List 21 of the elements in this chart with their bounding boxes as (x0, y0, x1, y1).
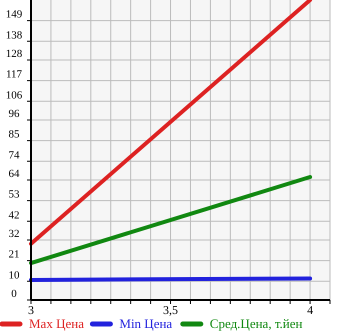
y-tick-label: 74 (8, 149, 20, 162)
y-tick-label: 21 (8, 248, 20, 261)
y-tick-label: 85 (8, 128, 20, 141)
y-tick-label: 138 (6, 29, 23, 42)
y-tick-label: 64 (8, 168, 20, 180)
y-tick-label: 0 (11, 288, 18, 300)
y-tick-label: 149 (6, 8, 23, 21)
x-tick-label: 3,5 (163, 303, 178, 317)
y-tick-label: 117 (6, 68, 23, 81)
y-tick-label: 96 (8, 108, 20, 120)
y-tick-label: 32 (8, 228, 20, 240)
y-tick-label: 53 (8, 188, 20, 201)
legend-label: Сред.Цена, т.йен (210, 316, 302, 331)
legend-label: Max Цена (29, 316, 84, 331)
y-tick-label: 42 (8, 209, 20, 222)
x-tick-label: 3 (28, 303, 34, 317)
y-tick-label: 128 (6, 48, 23, 60)
y-tick-label: 10 (8, 269, 20, 282)
y-tick-label: 106 (6, 89, 23, 102)
legend-label: Min Цена (119, 316, 172, 331)
x-tick-label: 4 (307, 303, 314, 317)
